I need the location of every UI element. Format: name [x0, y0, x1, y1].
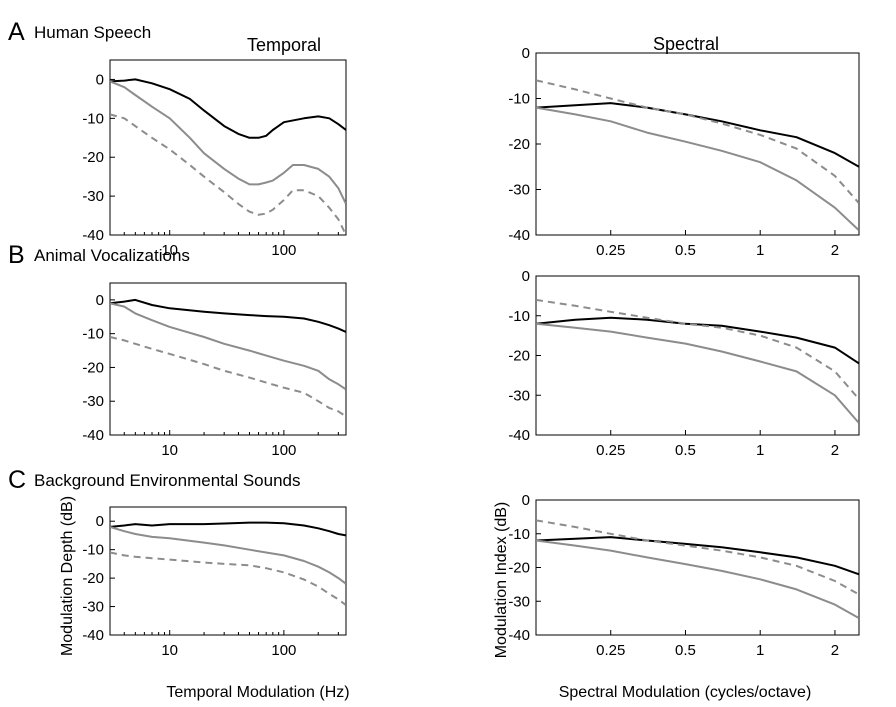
y-tick-label: -40	[508, 227, 530, 244]
y-tick-label: 0	[96, 513, 104, 530]
spectral-xlabel: Spectral Modulation (cycles/octave)	[559, 684, 812, 701]
panel-B-temporal: 0 -10 -20 -30 -40 10 100	[82, 282, 347, 459]
y-tick-label: -30	[508, 593, 530, 610]
series-line-dashed-gray	[536, 298, 859, 400]
axes-frame	[109, 59, 347, 236]
x-tick-label: 1	[756, 442, 764, 459]
series-line-dashed-gray	[536, 79, 859, 204]
column-title-spectral: Spectral	[653, 34, 719, 54]
y-tick-label: -10	[508, 308, 530, 325]
series-line-solid-black	[536, 536, 859, 576]
series-line-dashed-gray	[110, 336, 346, 418]
column-title-temporal: Temporal	[247, 35, 321, 55]
y-tick-label: -30	[508, 387, 530, 404]
row-title-b: Animal Vocalizations	[34, 246, 190, 265]
y-tick-label: -10	[508, 526, 530, 543]
y-tick-label: -40	[82, 627, 104, 644]
x-tick-label: 0.5	[675, 642, 696, 659]
y-tick-label: -40	[82, 227, 104, 244]
series-line-dashed-gray	[110, 551, 346, 606]
x-tick-label: 10	[161, 442, 178, 459]
temporal-ylabel: Modulation Depth (dB)	[59, 496, 76, 656]
x-tick-label: 100	[271, 442, 296, 459]
x-tick-label: 0.25	[596, 442, 625, 459]
y-tick-label: -30	[82, 599, 104, 616]
y-tick-label: -20	[82, 149, 104, 166]
series-line-solid-gray	[536, 322, 859, 424]
axes-frame	[109, 506, 347, 636]
x-tick-label: 10	[161, 642, 178, 659]
y-tick-label: -40	[508, 627, 530, 644]
series-line-solid-black	[536, 102, 859, 168]
y-tick-label: 0	[522, 45, 530, 62]
y-tick-label: -20	[82, 359, 104, 376]
panel-C-temporal: 0 -10 -20 -30 -40 10 100	[82, 506, 347, 659]
series-line-solid-black	[110, 78, 346, 139]
x-tick-label: 0.25	[596, 242, 625, 259]
x-tick-label: 2	[831, 642, 839, 659]
x-tick-label: 1	[756, 642, 764, 659]
x-tick-label: 2	[831, 442, 839, 459]
x-tick-label: 0.5	[675, 242, 696, 259]
series-line-solid-gray	[110, 525, 346, 585]
x-tick-label: 10	[161, 242, 178, 259]
row-letter-c: C	[8, 466, 26, 494]
x-tick-label: 100	[271, 642, 296, 659]
temporal-xlabel: Temporal Modulation (Hz)	[166, 684, 349, 701]
series-line-solid-gray	[110, 302, 346, 391]
axes-frame	[109, 282, 347, 436]
y-tick-label: -30	[82, 188, 104, 205]
x-tick-label: 0.25	[596, 642, 625, 659]
panel-B-spectral: 0 -10 -20 -30 -40 0.25 0.5 1 2	[508, 268, 860, 459]
row-title-c: Background Environmental Sounds	[34, 471, 301, 490]
panel-A-spectral: 0 -10 -20 -30 -40 0.25 0.5 1 2	[508, 45, 860, 259]
x-tick-label: 100	[271, 242, 296, 259]
series-line-solid-black	[110, 298, 346, 333]
row-title-a: Human Speech	[34, 23, 151, 42]
y-tick-label: -40	[508, 427, 530, 444]
axes-frame	[535, 499, 860, 636]
y-tick-label: -20	[508, 560, 530, 577]
y-tick-label: -10	[82, 326, 104, 343]
series-line-solid-black	[110, 521, 346, 537]
y-tick-label: -20	[508, 136, 530, 153]
panel-C-spectral: 0 -10 -20 -30 -40 0.25 0.5 1 2	[508, 492, 860, 659]
row-letter-a: A	[8, 18, 25, 46]
y-tick-label: 0	[522, 268, 530, 285]
y-tick-label: -10	[508, 91, 530, 108]
series-line-solid-gray	[110, 80, 346, 205]
spectral-ylabel: Modulation Index (dB)	[493, 502, 510, 659]
y-tick-label: -10	[82, 542, 104, 559]
series-line-solid-gray	[536, 106, 859, 232]
y-tick-label: -30	[508, 182, 530, 199]
y-tick-label: -30	[82, 393, 104, 410]
y-tick-label: 0	[96, 292, 104, 309]
series-line-dashed-gray	[536, 519, 859, 596]
y-tick-label: 0	[96, 71, 104, 88]
panel-A-temporal: 0 -10 -20 -30 -40 10 100	[82, 59, 347, 259]
x-tick-label: 0.5	[675, 442, 696, 459]
series-line-dashed-gray	[110, 113, 346, 235]
x-tick-label: 2	[831, 242, 839, 259]
y-tick-label: -20	[508, 348, 530, 365]
y-tick-label: 0	[522, 492, 530, 509]
x-tick-label: 1	[756, 242, 764, 259]
row-letter-b: B	[8, 241, 25, 269]
y-tick-label: -10	[82, 110, 104, 127]
series-line-solid-gray	[536, 539, 859, 619]
y-tick-label: -40	[82, 427, 104, 444]
y-tick-label: -20	[82, 570, 104, 587]
